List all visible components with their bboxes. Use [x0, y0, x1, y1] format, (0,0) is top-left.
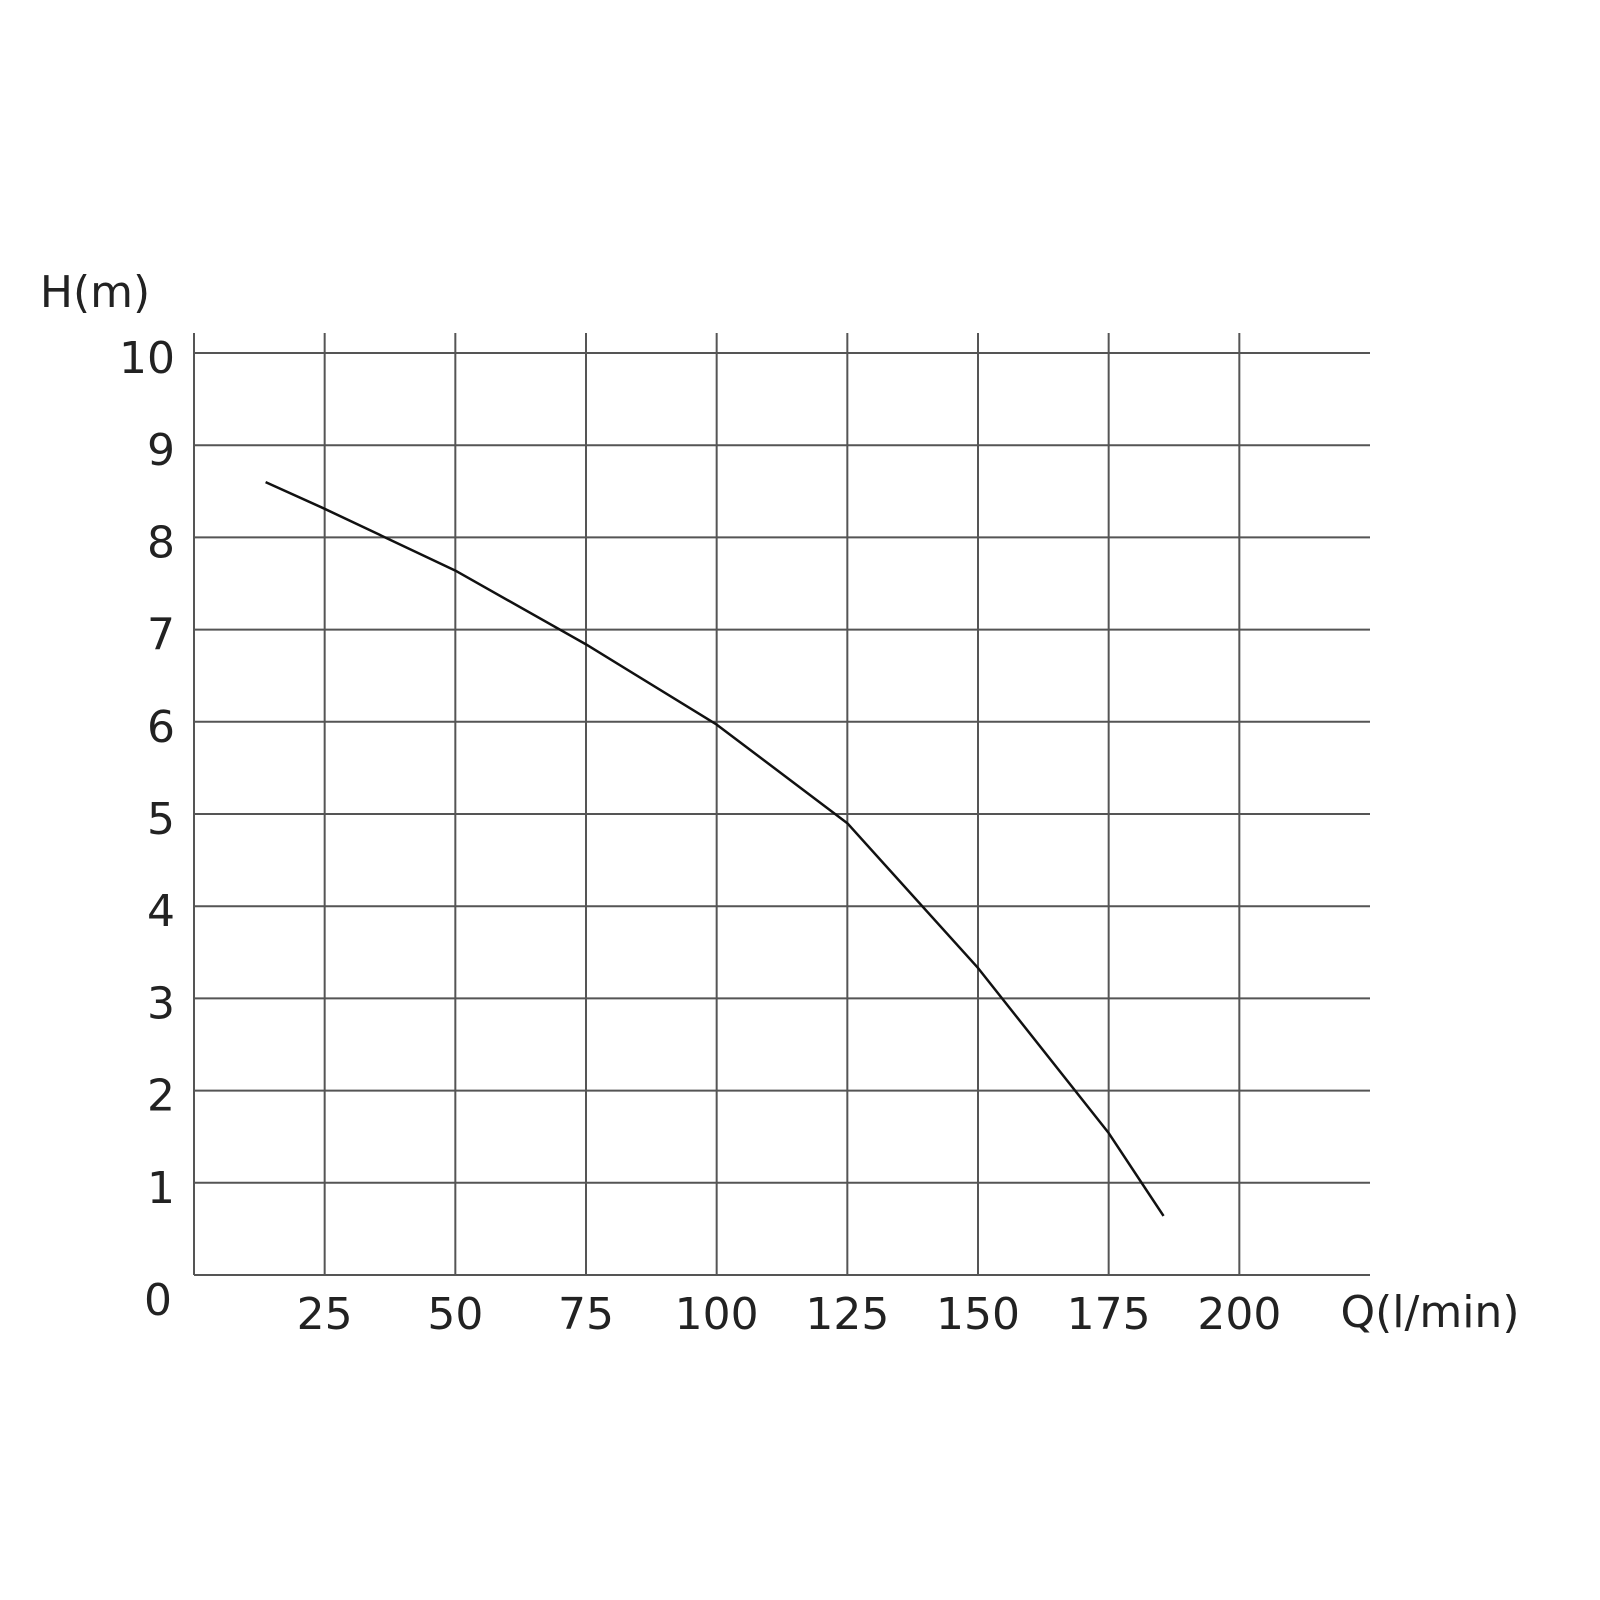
x-axis-label: Q(l/min) — [1341, 1287, 1520, 1338]
y-tick-label: 6 — [147, 702, 175, 753]
y-tick-label: 9 — [147, 425, 175, 476]
y-tick-label: 10 — [119, 333, 175, 384]
curve — [265, 480, 1165, 1217]
y-tick-label: 4 — [147, 886, 175, 937]
y-tick-label: 5 — [147, 794, 175, 845]
x-tick-label: 200 — [1197, 1289, 1281, 1340]
y-tick-label: 1 — [147, 1163, 175, 1214]
y-tick-label: 3 — [147, 978, 175, 1029]
x-tick-label: 50 — [427, 1289, 483, 1340]
y-tick-label: 2 — [147, 1071, 175, 1122]
y-axis-label: H(m) — [40, 267, 150, 318]
y-tick-label: 8 — [147, 517, 175, 568]
x-tick-label: 100 — [675, 1289, 759, 1340]
y-tick-label: 0 — [144, 1275, 172, 1326]
x-tick-label: 125 — [805, 1289, 889, 1340]
x-tick-label: 75 — [558, 1289, 614, 1340]
x-tick-label: 25 — [297, 1289, 353, 1340]
x-tick-label: 175 — [1067, 1289, 1151, 1340]
y-tick-label: 7 — [147, 610, 175, 661]
x-tick-label: 150 — [936, 1289, 1020, 1340]
